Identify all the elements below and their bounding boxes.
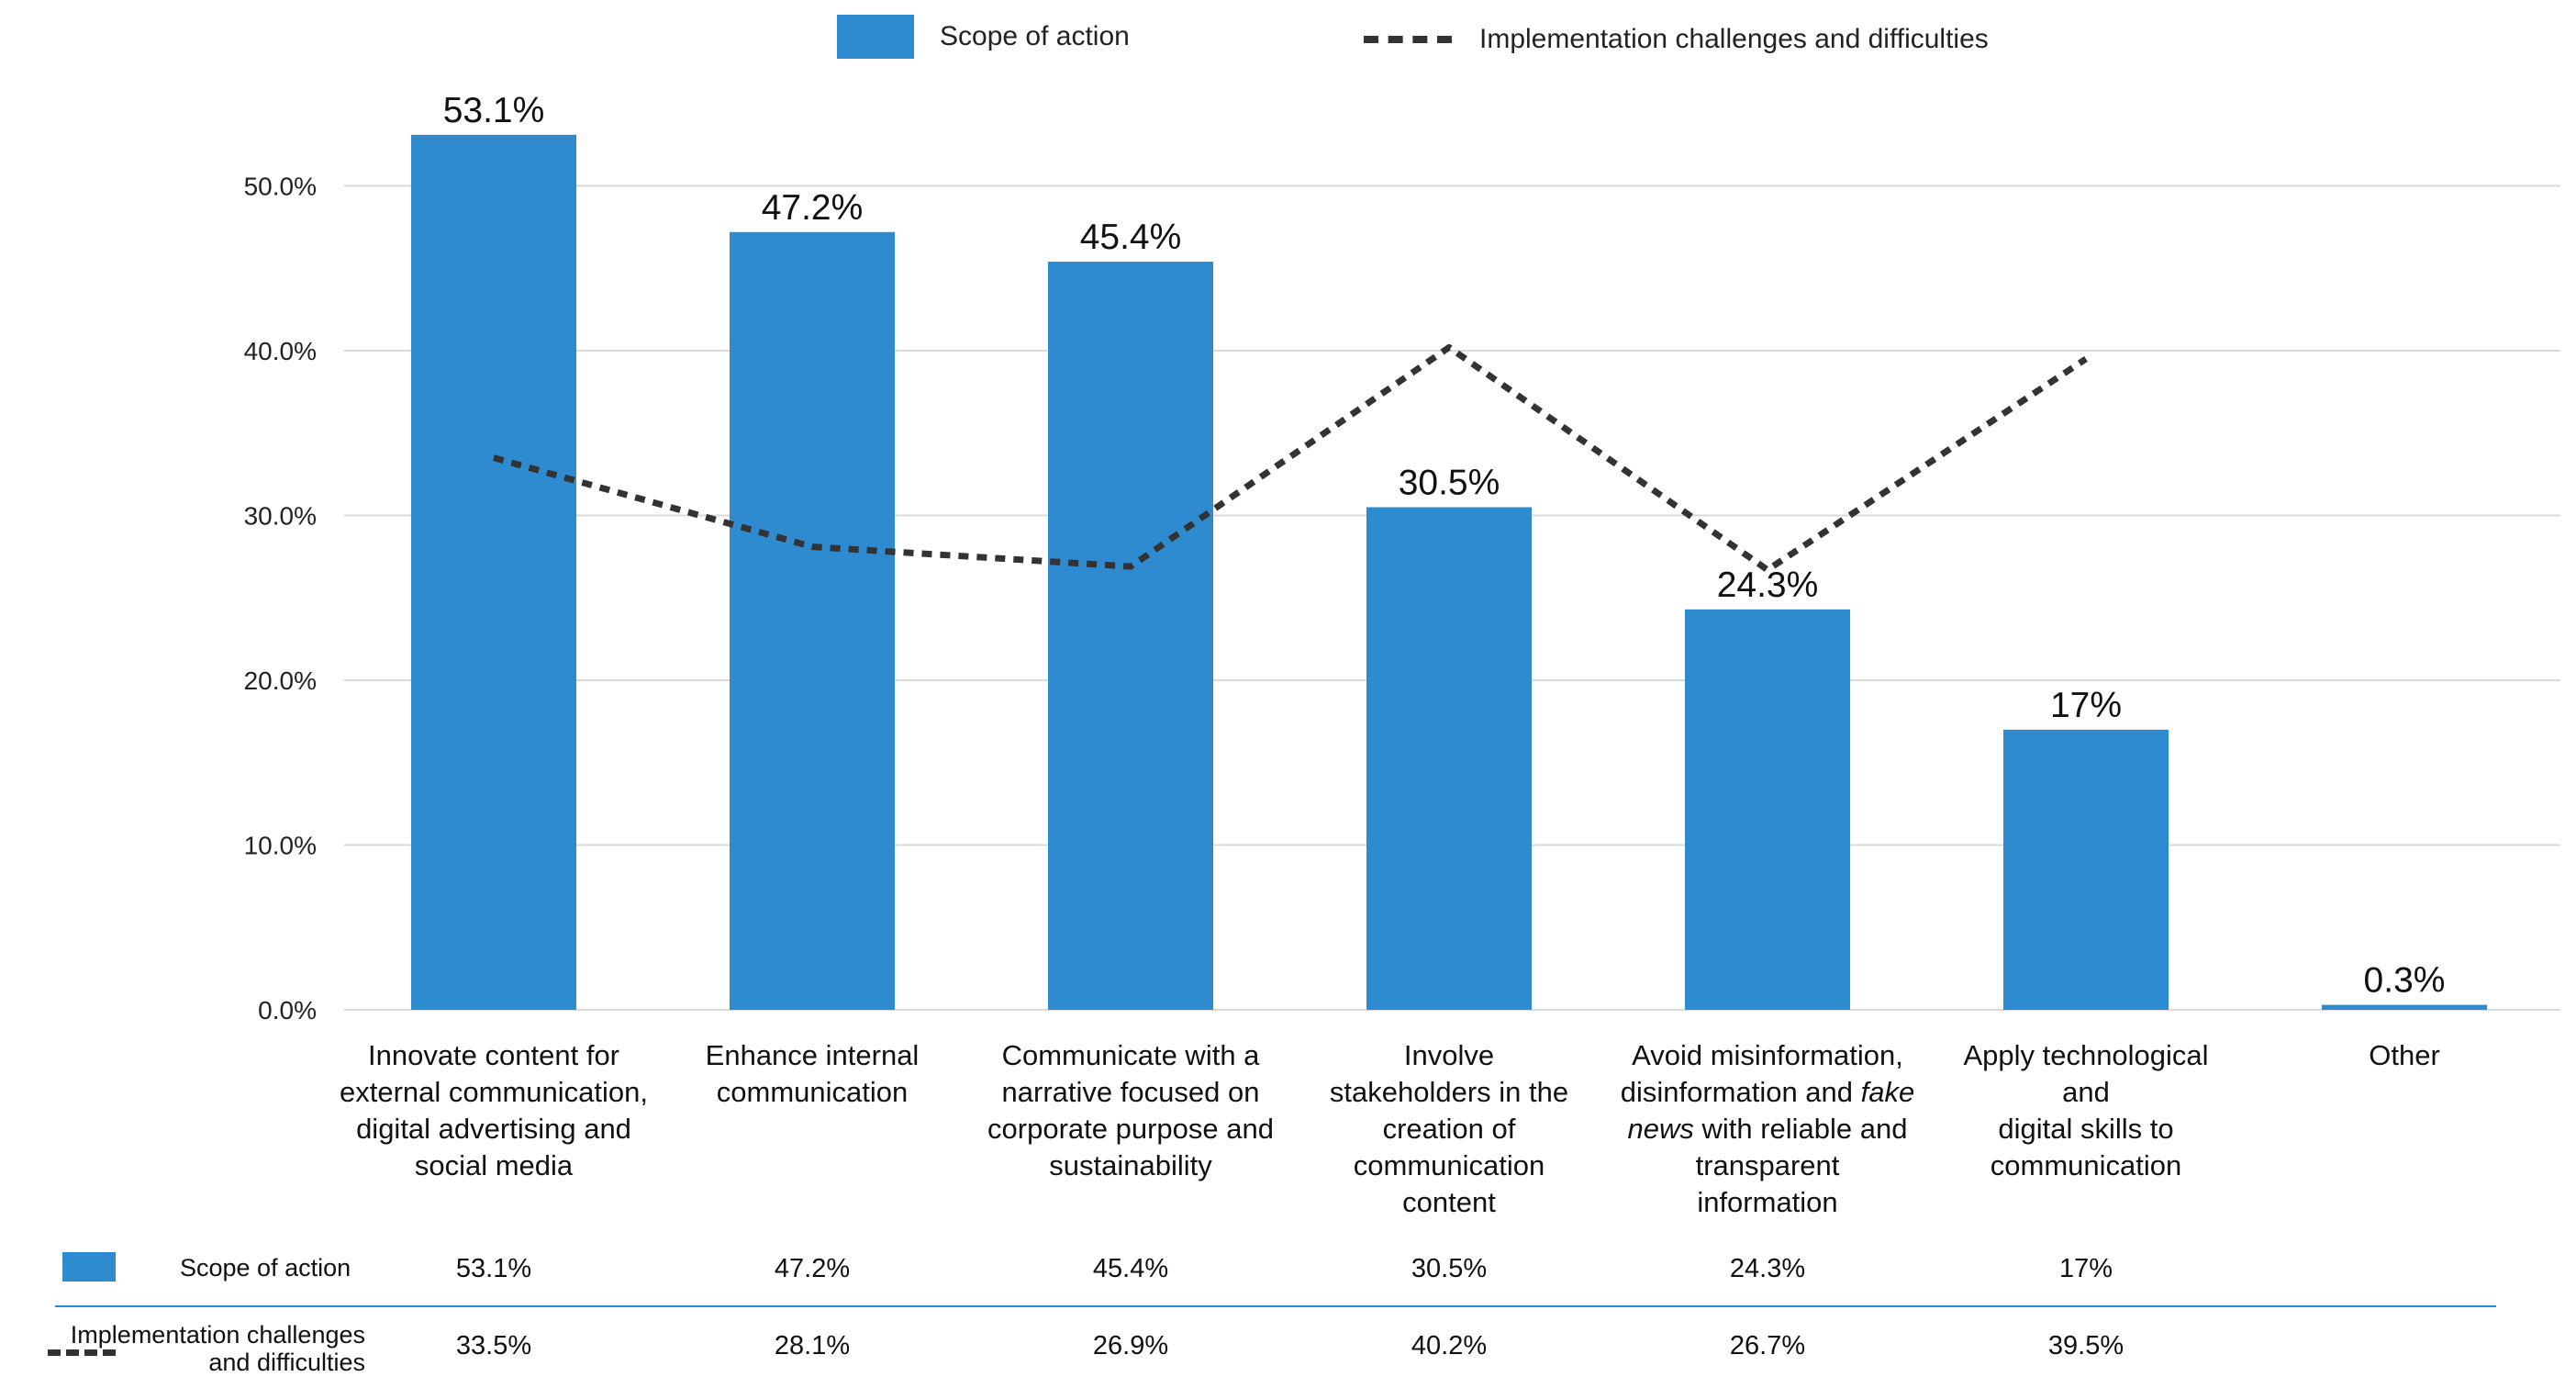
legend-bar-label: Scope of action	[940, 21, 1130, 51]
category-label: Avoid misinformation, disinformation and …	[1620, 1039, 1915, 1218]
category-label: Involve stakeholders in the creation of com…	[1329, 1039, 1569, 1218]
y-tick-label: 10.0%	[244, 832, 317, 860]
bar	[730, 231, 895, 1010]
bar-data-label: 53.1%	[443, 91, 545, 130]
bar-series	[411, 134, 2487, 1011]
legend-item-bar: Scope of action	[837, 15, 1130, 59]
bar	[2322, 1004, 2487, 1010]
table-cell: 26.7%	[1729, 1331, 1806, 1360]
table-cell: 53.1%	[455, 1254, 532, 1283]
bar-data-label: 17%	[2050, 686, 2122, 725]
bar	[2003, 729, 2169, 1010]
bar	[411, 134, 576, 1011]
y-tick-label: 40.0%	[244, 337, 317, 365]
bar-data-label: 47.2%	[762, 188, 864, 228]
bar	[1366, 507, 1532, 1010]
legend-line-label: Implementation challenges and difficulti…	[1479, 24, 1989, 54]
line-path	[493, 343, 2088, 574]
table-row-label: Scope of action	[180, 1254, 351, 1282]
table-cell: 30.5%	[1411, 1254, 1488, 1283]
y-tick-label: 20.0%	[244, 666, 317, 695]
table-cell: 40.2%	[1411, 1331, 1488, 1360]
line-series	[493, 343, 2088, 574]
bar-data-label: 24.3%	[1717, 565, 1819, 605]
legend-line-swatch	[1364, 36, 1452, 43]
category-label: Enhance internal communication	[705, 1039, 920, 1108]
table-cell: 28.1%	[774, 1331, 851, 1360]
bar-data-label: 45.4%	[1080, 218, 1182, 257]
bar	[1048, 262, 1213, 1010]
category-label: Apply technological and digital skills to c…	[1963, 1039, 2209, 1181]
category-label: Communicate with a narrative focused on co…	[987, 1039, 1274, 1181]
bar-data-label: 30.5%	[1399, 464, 1500, 503]
bar-data-labels: 53.1% 47.2% 45.4% 30.5% 24.3% 17% 0.3%	[443, 91, 2446, 1001]
table-cell: 26.9%	[1092, 1331, 1169, 1360]
legend-item-line: Implementation challenges and difficulti…	[1364, 24, 1989, 55]
y-tick-label: 0.0%	[258, 996, 317, 1024]
table-bar-marker	[62, 1252, 116, 1282]
table-row-label: Implementation challenges and difficultie…	[70, 1321, 365, 1376]
legend-bar-swatch	[837, 15, 914, 59]
y-axis-ticks: 0.0% 10.0% 20.0% 30.0% 40.0% 50.0%	[244, 173, 317, 1025]
table-cell: 45.4%	[1092, 1254, 1169, 1283]
table-separator	[55, 1305, 2496, 1307]
table-cell: 24.3%	[1729, 1254, 1806, 1283]
bar-data-label: 0.3%	[2364, 961, 2446, 1001]
y-tick-label: 30.0%	[244, 502, 317, 531]
table-cell: 17%	[2058, 1254, 2113, 1283]
y-tick-label: 50.0%	[244, 173, 317, 201]
category-label: Other	[2369, 1039, 2440, 1071]
table-cell: 39.5%	[2047, 1331, 2124, 1360]
table-line-marker	[48, 1349, 116, 1356]
table-cell: 33.5%	[455, 1331, 532, 1360]
table-cell: 47.2%	[774, 1254, 851, 1283]
category-label: Innovate content for external communicati…	[340, 1039, 648, 1181]
bar	[1685, 609, 1850, 1010]
